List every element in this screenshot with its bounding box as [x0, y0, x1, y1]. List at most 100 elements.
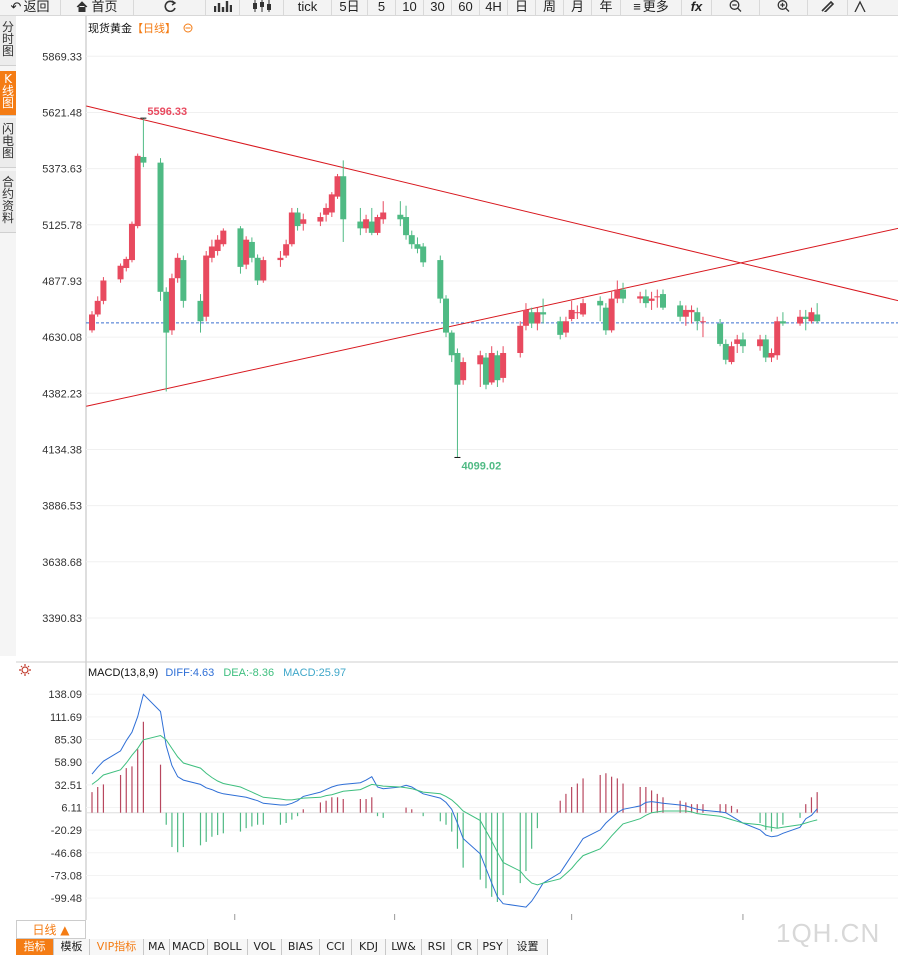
trend-line-resistance[interactable]	[86, 105, 898, 303]
indicator-tab-4[interactable]: MACD	[170, 939, 208, 955]
trend-line-support[interactable]	[86, 226, 898, 407]
candle[interactable]	[294, 207, 301, 231]
candle[interactable]	[734, 334, 741, 353]
back-button[interactable]: ↶ 返回	[0, 0, 61, 15]
side-tab-timeshare[interactable]: 分时图	[0, 16, 16, 66]
candle[interactable]	[414, 237, 421, 254]
candle[interactable]	[722, 339, 729, 365]
zoom-in-button[interactable]	[760, 0, 808, 15]
candle[interactable]	[779, 312, 786, 326]
indicator-tab-6[interactable]: VOL	[248, 939, 282, 955]
tick-button[interactable]: tick	[284, 0, 332, 15]
candle[interactable]	[163, 287, 170, 392]
candle[interactable]	[237, 226, 244, 274]
period-5day[interactable]: 5日	[332, 0, 368, 15]
candle[interactable]	[134, 153, 141, 229]
candle[interactable]	[660, 289, 666, 310]
period-10min[interactable]: 10	[396, 0, 424, 15]
candle[interactable]	[363, 214, 370, 233]
candle[interactable]	[403, 205, 410, 240]
candle[interactable]	[374, 214, 381, 236]
candle[interactable]	[117, 263, 124, 283]
candle[interactable]	[180, 255, 187, 308]
candle[interactable]	[397, 201, 404, 227]
candle[interactable]	[277, 251, 284, 267]
candle[interactable]	[488, 346, 495, 385]
candle[interactable]	[168, 273, 175, 335]
candle[interactable]	[368, 207, 375, 236]
indicator-tab-14[interactable]: 设置	[508, 939, 548, 955]
candle[interactable]	[762, 334, 769, 363]
candle[interactable]	[728, 341, 735, 365]
more-menu-button[interactable]: ≡ 更多	[621, 0, 682, 15]
draw-shape-button[interactable]	[848, 0, 872, 15]
candle[interactable]	[808, 307, 815, 324]
candle[interactable]	[757, 334, 764, 351]
draw-line-button[interactable]	[808, 0, 848, 15]
candle[interactable]	[574, 305, 581, 319]
candle[interactable]	[580, 298, 587, 317]
period-week[interactable]: 周	[536, 0, 564, 15]
candle[interactable]	[797, 309, 804, 326]
period-year[interactable]: 年	[592, 0, 621, 15]
home-button[interactable]: 首页	[61, 0, 134, 15]
candle[interactable]	[494, 350, 501, 387]
candle[interactable]	[340, 160, 347, 242]
indicator-tab-7[interactable]: BIAS	[282, 939, 320, 955]
period-4h[interactable]: 4H	[480, 0, 508, 15]
candle[interactable]	[157, 158, 164, 301]
candle[interactable]	[254, 254, 261, 286]
candle[interactable]	[128, 221, 135, 263]
candle[interactable]	[443, 295, 450, 338]
period-day[interactable]: 日	[508, 0, 536, 15]
indicator-tab-1[interactable]: 模板	[54, 939, 90, 955]
candle[interactable]	[248, 237, 255, 263]
indicator-tab-0[interactable]: 指标	[16, 939, 54, 955]
candle[interactable]	[648, 291, 655, 310]
candle[interactable]	[688, 305, 695, 324]
indicator-tab-8[interactable]: CCI	[320, 939, 352, 955]
candle[interactable]	[562, 316, 569, 338]
side-tab-contract-info[interactable]: 合约资料	[0, 171, 16, 233]
candle[interactable]	[323, 203, 330, 222]
candle[interactable]	[517, 321, 524, 358]
candle[interactable]	[208, 239, 215, 263]
candle[interactable]	[460, 357, 467, 385]
candle[interactable]	[522, 303, 529, 331]
period-month[interactable]: 月	[564, 0, 592, 15]
chart-style-button[interactable]	[206, 0, 240, 15]
candle[interactable]	[317, 212, 324, 227]
candle[interactable]	[602, 303, 609, 335]
candle[interactable]	[774, 316, 781, 360]
side-tab-flash[interactable]: 闪电图	[0, 118, 16, 168]
candle[interactable]	[357, 207, 364, 236]
candle[interactable]	[677, 300, 684, 322]
candle[interactable]	[283, 239, 290, 258]
indicator-tab-2[interactable]: VIP指标	[90, 939, 144, 955]
candle[interactable]	[717, 318, 724, 347]
candle[interactable]	[300, 213, 307, 231]
candle[interactable]	[197, 294, 204, 333]
candle[interactable]	[100, 277, 107, 305]
candle[interactable]	[500, 346, 507, 383]
candle[interactable]	[682, 305, 689, 326]
indicator-tab-10[interactable]: LW&	[386, 939, 422, 955]
candle[interactable]	[534, 307, 541, 331]
candle[interactable]	[174, 253, 181, 283]
period-60min[interactable]: 60	[452, 0, 480, 15]
candle[interactable]	[597, 296, 604, 322]
candle[interactable]	[260, 256, 267, 283]
candle[interactable]	[739, 332, 746, 353]
candle[interactable]	[214, 235, 221, 256]
candle[interactable]	[220, 228, 227, 247]
collapse-icon[interactable]	[183, 23, 193, 33]
period-selector[interactable]: 日线 ▲	[16, 920, 86, 939]
candle[interactable]	[620, 282, 627, 304]
candle[interactable]	[694, 307, 701, 331]
candle[interactable]	[454, 348, 461, 458]
formula-button[interactable]: fx	[682, 0, 712, 15]
candle[interactable]	[334, 173, 341, 199]
indicator-tab-3[interactable]: MA	[144, 939, 170, 955]
candle[interactable]	[557, 316, 564, 340]
candle[interactable]	[243, 236, 250, 270]
